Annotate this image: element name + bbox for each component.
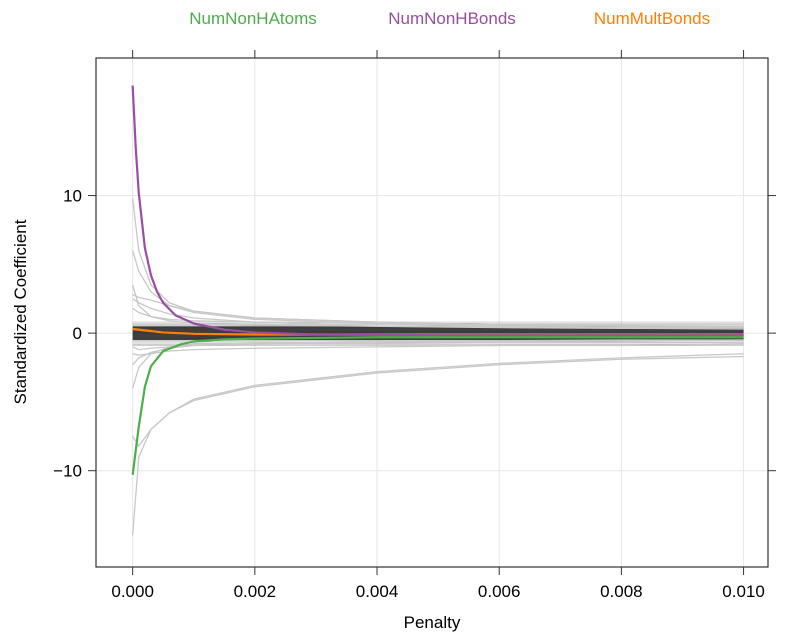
gray-trace-5 (132, 298, 744, 330)
legend: NumNonHAtoms NumNonHBonds NumMultBonds (189, 9, 710, 28)
x-axis-title: Penalty (404, 613, 461, 632)
gray-trace-8 (132, 307, 744, 327)
x-tick-label-2: 0.004 (356, 582, 399, 601)
y-tick-label-2: 10 (63, 187, 82, 206)
grid-lines (96, 58, 768, 567)
plot-frame (95, 57, 769, 568)
gray-trace-10 (132, 284, 744, 329)
legend-label-numnonhbonds: NumNonHBonds (388, 9, 516, 28)
x-tick-label-4: 0.008 (600, 582, 643, 601)
x-tick-label-3: 0.006 (478, 582, 521, 601)
axis-ticks (88, 50, 776, 575)
gray-trace-1 (132, 353, 744, 448)
gray-trace-11 (132, 339, 744, 389)
y-tick-label-0: −10 (53, 462, 82, 481)
gray-trace-9 (132, 341, 744, 351)
legend-label-numnonhatoms: NumNonHAtoms (189, 9, 317, 28)
highlighted-series-lines (131, 85, 744, 475)
background-coefficient-traces (132, 198, 744, 536)
y-axis-title: Standardized Coefficient (11, 219, 30, 404)
legend-label-nummultbonds: NumMultBonds (594, 9, 710, 28)
axis-tick-labels: 0.000 0.002 0.004 0.006 0.008 0.010 −10 0 10 (53, 187, 765, 601)
gray-trace-0 (132, 355, 744, 536)
y-tick-label-1: 0 (73, 324, 82, 343)
gray-trace-7 (132, 343, 744, 356)
x-tick-label-1: 0.002 (234, 582, 277, 601)
series-line-numnonhatoms (131, 336, 744, 475)
series-line-numnonhbonds (131, 85, 744, 337)
x-tick-label-0: 0.000 (111, 582, 154, 601)
x-tick-label-5: 0.010 (722, 582, 765, 601)
